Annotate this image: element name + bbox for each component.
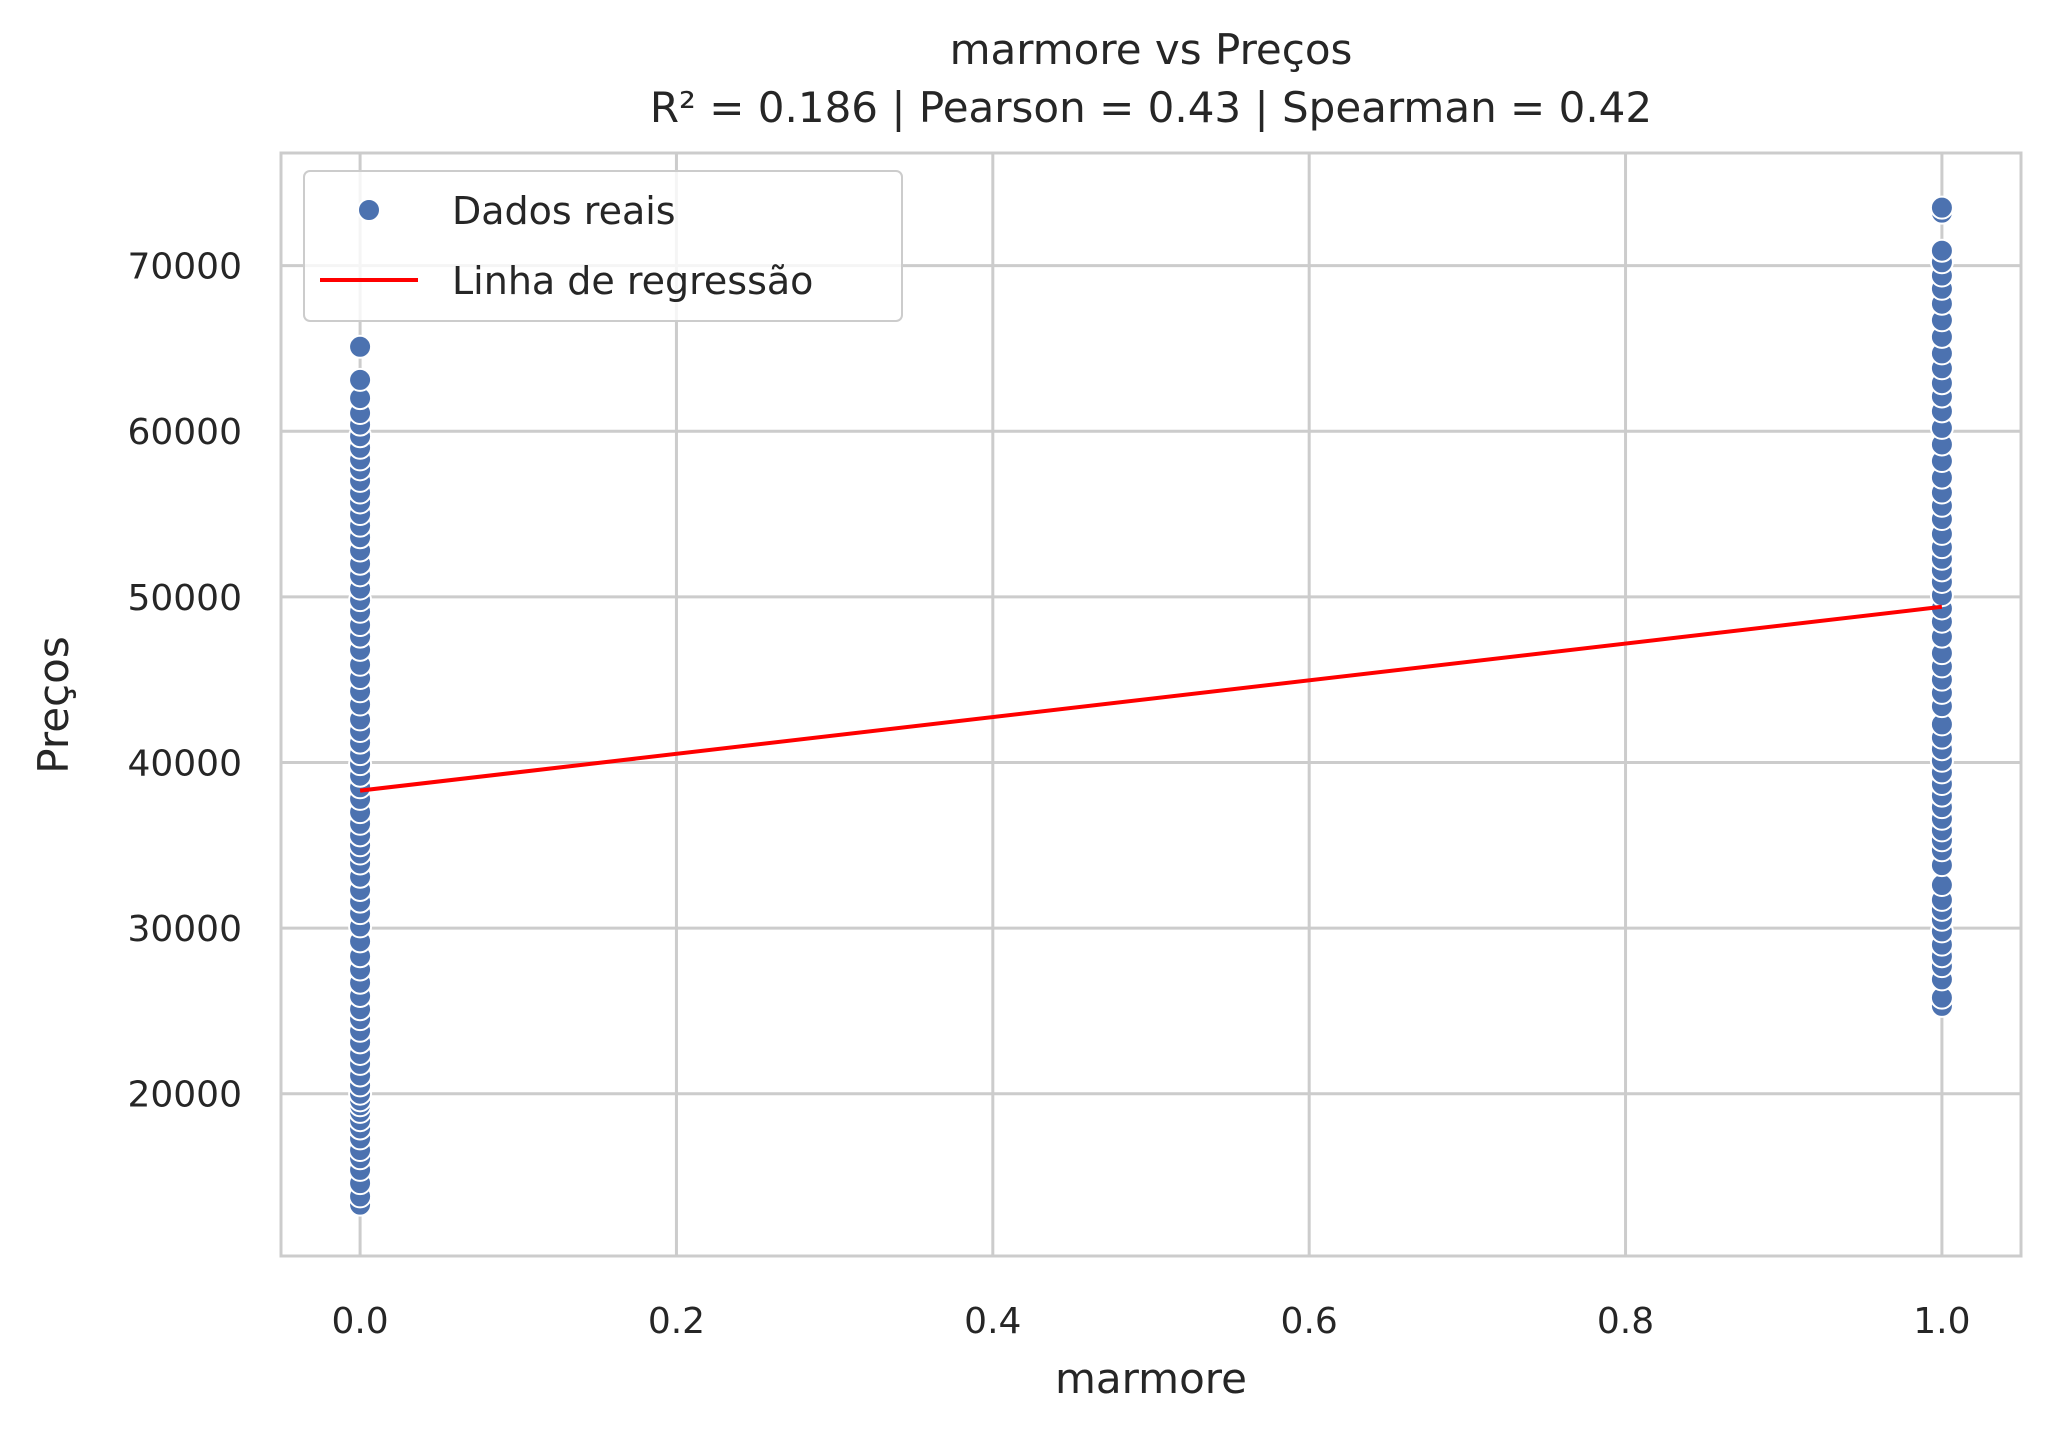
x-tick-label-2: 0.4 [964,1301,1021,1342]
plot-background [281,153,2021,1256]
data-point-71 [348,367,373,392]
scatter-points [348,195,1954,1217]
legend-label-dados-reais: Dados reais [452,189,676,233]
regression-line-group [359,604,1943,793]
grid [281,153,2021,1256]
data-point-131 [1929,195,1954,220]
y-tick-label-4: 60000 [127,412,242,453]
legend-marker-dados-reais [357,198,381,222]
x-tick-label-4: 0.8 [1597,1301,1654,1342]
x-tick-label-5: 1.0 [1913,1301,1970,1342]
y-tick-label-0: 20000 [127,1075,242,1116]
regression-line [359,604,1943,793]
legend-box [303,170,903,322]
x-axis-label: marmore [1055,1354,1247,1403]
y-tick-label-3: 50000 [127,578,242,619]
plot-frame [279,151,2023,1258]
y-tick-labels: 20000 30000 40000 50000 60000 70000 [127,247,242,1116]
y-tick-label-2: 40000 [127,743,242,784]
data-point-129 [1929,238,1954,263]
x-tick-label-3: 0.6 [1281,1301,1338,1342]
data-point-72 [348,334,373,359]
x-tick-labels: 0.0 0.2 0.4 0.6 0.8 1.0 [331,1301,1970,1342]
y-tick-label-1: 30000 [127,909,242,950]
legend: Dados reais Linha de regressão [303,170,903,322]
data-point-83 [1929,873,1954,898]
y-axis-label: Preços [29,636,78,773]
chart-title: marmore vs Preços [950,25,1353,74]
legend-label-regression: Linha de regressão [452,259,813,303]
x-tick-label-0: 0.0 [331,1301,388,1342]
y-tick-label-5: 70000 [127,247,242,288]
chart-subtitle: R² = 0.186 | Pearson = 0.43 | Spearman =… [650,83,1652,132]
x-tick-label-1: 0.2 [648,1301,705,1342]
